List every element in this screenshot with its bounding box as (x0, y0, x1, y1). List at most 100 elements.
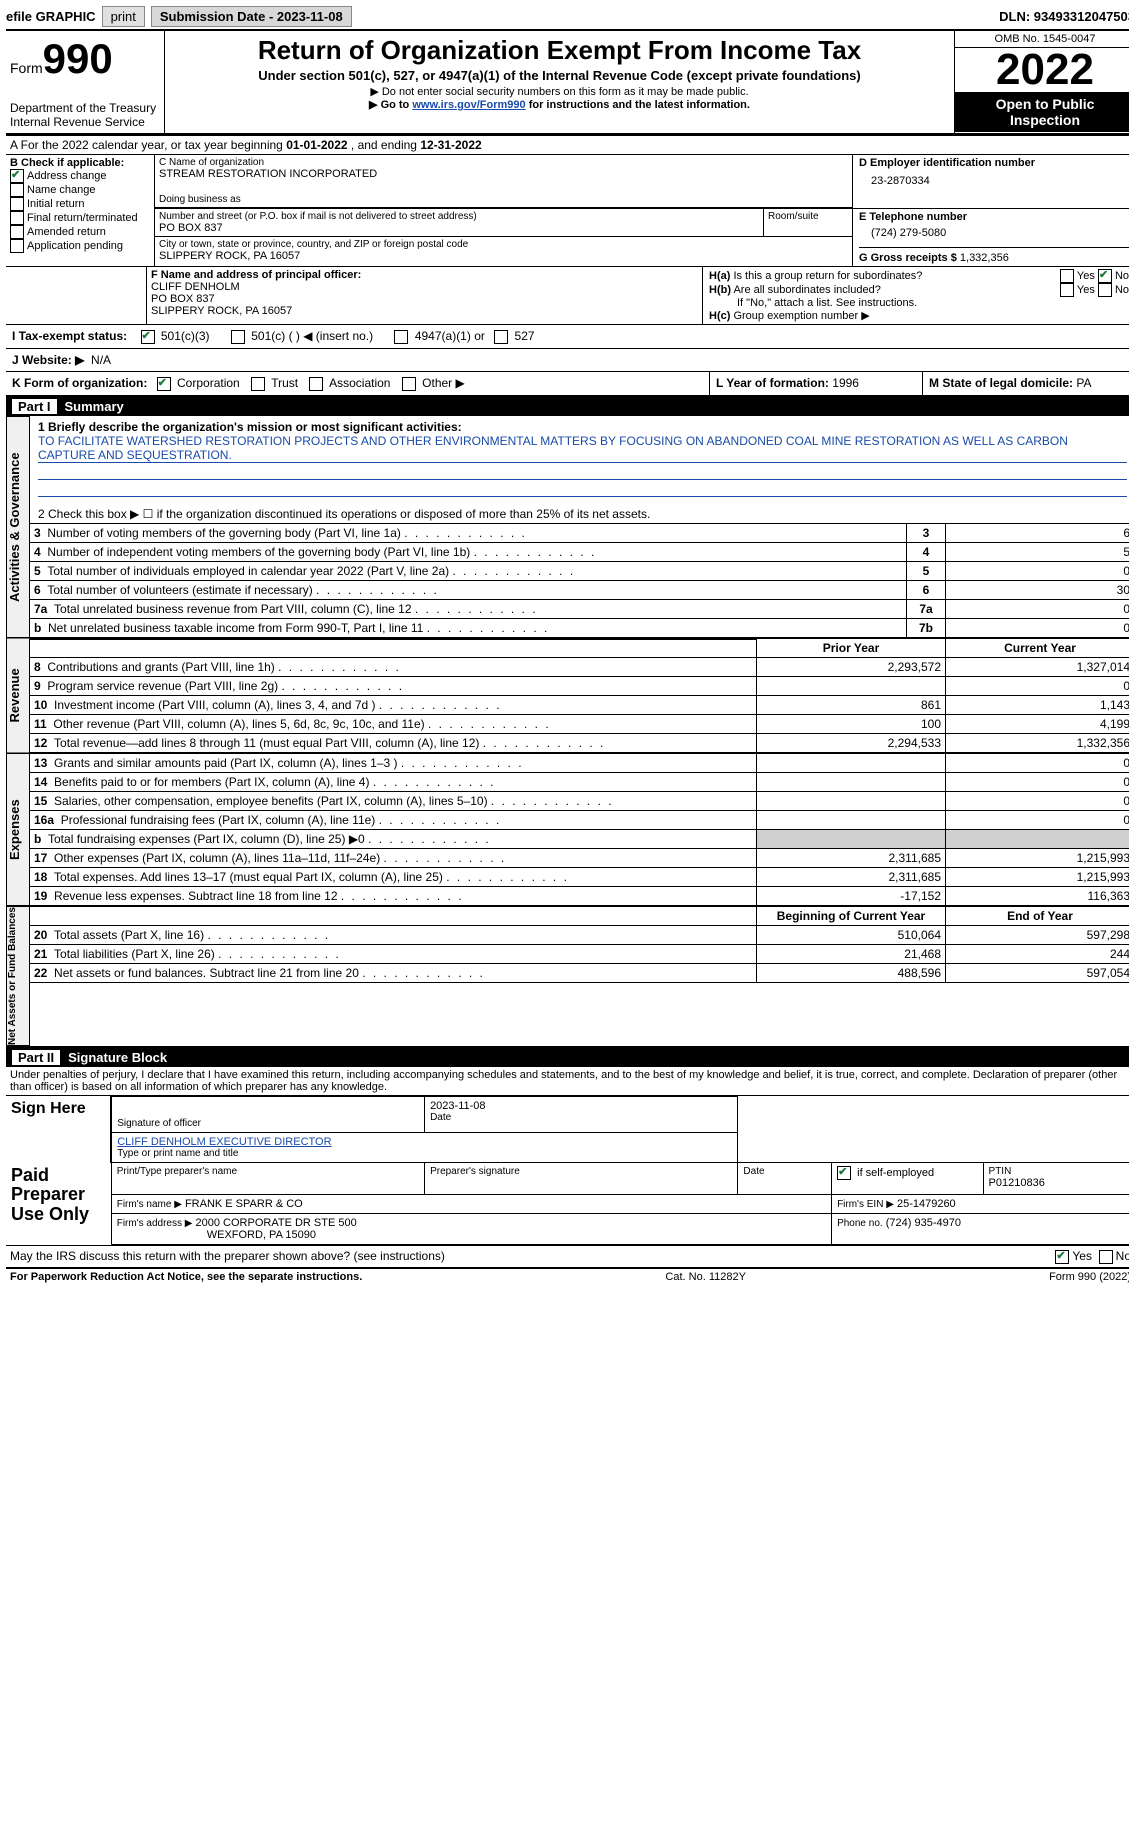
phone-value: (724) 279-5080 (871, 227, 1129, 239)
form-header: Form990 Department of the Treasury Inter… (6, 31, 1129, 136)
dept-treasury: Department of the Treasury (10, 101, 160, 115)
footer-cat: Cat. No. 11282Y (665, 1271, 746, 1283)
check-initial[interactable] (10, 197, 24, 211)
header-sub1: Under section 501(c), 527, or 4947(a)(1)… (173, 68, 946, 83)
header-sub2: ▶ Do not enter social security numbers o… (173, 85, 946, 98)
firm-name: FRANK E SPARR & CO (185, 1198, 303, 1210)
tax-year-begin: 01-01-2022 (286, 138, 347, 152)
label-trust: Trust (271, 376, 298, 390)
discuss-label: May the IRS discuss this return with the… (10, 1249, 445, 1264)
part1-label: Part I (12, 399, 57, 414)
perjury-text: Under penalties of perjury, I declare th… (6, 1067, 1129, 1096)
footer-form: Form 990 (2022) (1049, 1271, 1129, 1283)
label-final: Final return/terminated (27, 212, 138, 224)
form-org-label: K Form of organization: (12, 376, 147, 390)
domicile-value: PA (1076, 376, 1091, 390)
check-name-change[interactable] (10, 183, 24, 197)
check-527[interactable] (494, 330, 508, 344)
check-app-pending[interactable] (10, 239, 24, 253)
check-other[interactable] (402, 377, 416, 391)
table-exp: 13 Grants and similar amounts paid (Part… (30, 753, 1129, 906)
check-trust[interactable] (251, 377, 265, 391)
check-final[interactable] (10, 211, 24, 225)
line-a: A For the 2022 calendar year, or tax yea… (6, 136, 1129, 155)
vlabel-rev: Revenue (6, 638, 30, 754)
label-527: 527 (515, 329, 535, 343)
part2-label: Part II (12, 1050, 60, 1065)
street-value: PO BOX 837 (159, 222, 759, 234)
box-b: B Check if applicable: Address change Na… (6, 155, 155, 266)
label-app-pending: Application pending (27, 240, 123, 252)
part2-name: Signature Block (68, 1050, 167, 1065)
submission-date: Submission Date - 2023-11-08 (151, 6, 352, 27)
website-value: N/A (91, 353, 111, 367)
q1-label: 1 Briefly describe the organization's mi… (38, 420, 1127, 434)
dba-label: Doing business as (159, 194, 848, 205)
table-rev: Prior YearCurrent Year 8 Contributions a… (30, 638, 1129, 754)
city-label: City or town, state or province, country… (159, 239, 848, 250)
check-hb-no[interactable] (1098, 283, 1112, 297)
sig-officer-label: Signature of officer (117, 1118, 419, 1129)
label-address-change: Address change (27, 170, 107, 182)
footer-pra: For Paperwork Reduction Act Notice, see … (10, 1271, 362, 1283)
check-ha-no[interactable] (1098, 269, 1112, 283)
col-end-year: End of Year (946, 907, 1129, 926)
label-name-change: Name change (27, 184, 96, 196)
form-number: 990 (43, 35, 113, 82)
check-amended[interactable] (10, 225, 24, 239)
check-501c3[interactable] (141, 330, 155, 344)
ptin-label: PTIN (989, 1166, 1129, 1177)
hb-no: No (1115, 284, 1129, 296)
firm-phone: (724) 935-4970 (886, 1217, 961, 1229)
year-formation-value: 1996 (832, 376, 859, 390)
website-label: J Website: ▶ (12, 353, 84, 367)
check-discuss-no[interactable] (1099, 1250, 1113, 1264)
check-self-employed[interactable] (837, 1166, 851, 1180)
signature-block: Sign Here Signature of officer 2023-11-0… (6, 1096, 1129, 1245)
label-initial: Initial return (27, 198, 84, 210)
goto-post: for instructions and the latest informat… (526, 99, 750, 111)
part1-name: Summary (65, 399, 124, 414)
check-corp[interactable] (157, 377, 171, 391)
org-name-label: C Name of organization (159, 157, 848, 168)
sig-date: 2023-11-08 (430, 1100, 732, 1112)
check-4947[interactable] (394, 330, 408, 344)
check-501c[interactable] (231, 330, 245, 344)
print-button[interactable]: print (102, 6, 145, 27)
efile-label: efile GRAPHIC (6, 9, 96, 24)
dept-irs: Internal Revenue Service (10, 115, 160, 129)
table-na: Beginning of Current YearEnd of Year 20 … (30, 906, 1129, 983)
top-bar: efile GRAPHIC print Submission Date - 20… (6, 6, 1129, 31)
label-assoc: Association (329, 376, 390, 390)
tax-year-end: 12-31-2022 (420, 138, 481, 152)
discuss-yes: Yes (1072, 1249, 1092, 1263)
label-other: Other ▶ (422, 376, 465, 390)
part1-bar: Part I Summary (6, 397, 1129, 416)
dln-label: DLN: 93493312047503 (999, 9, 1129, 24)
officer-city: SLIPPERY ROCK, PA 16057 (151, 305, 698, 317)
firm-addr-label: Firm's address ▶ (117, 1218, 193, 1229)
firm-addr2: WEXFORD, PA 15090 (207, 1229, 316, 1241)
irs-link[interactable]: www.irs.gov/Form990 (412, 99, 525, 111)
check-address-change[interactable] (10, 169, 24, 183)
street-label: Number and street (or P.O. box if mail i… (159, 211, 759, 222)
firm-ein-label: Firm's EIN ▶ (837, 1199, 894, 1210)
label-4947: 4947(a)(1) or (415, 329, 485, 343)
line-a-pre: A For the 2022 calendar year, or tax yea… (10, 138, 286, 152)
vlabel-ag: Activities & Governance (6, 416, 30, 638)
tax-year: 2022 (955, 48, 1129, 92)
part2-bar: Part II Signature Block (6, 1048, 1129, 1067)
open-public: Open to Public Inspection (955, 92, 1129, 132)
firm-phone-label: Phone no. (837, 1218, 883, 1229)
gross-receipts-label: G Gross receipts $ (859, 252, 957, 264)
check-ha-yes[interactable] (1060, 269, 1074, 283)
label-amended: Amended return (27, 226, 106, 238)
col-current-year: Current Year (946, 639, 1129, 658)
check-assoc[interactable] (309, 377, 323, 391)
label-corp: Corporation (177, 376, 240, 390)
check-discuss-yes[interactable] (1055, 1250, 1069, 1264)
city-value: SLIPPERY ROCK, PA 16057 (159, 250, 848, 262)
check-hb-yes[interactable] (1060, 283, 1074, 297)
q2-text: 2 Check this box ▶ ☐ if the organization… (30, 505, 1129, 523)
vlabel-na: Net Assets or Fund Balances (6, 906, 30, 1046)
